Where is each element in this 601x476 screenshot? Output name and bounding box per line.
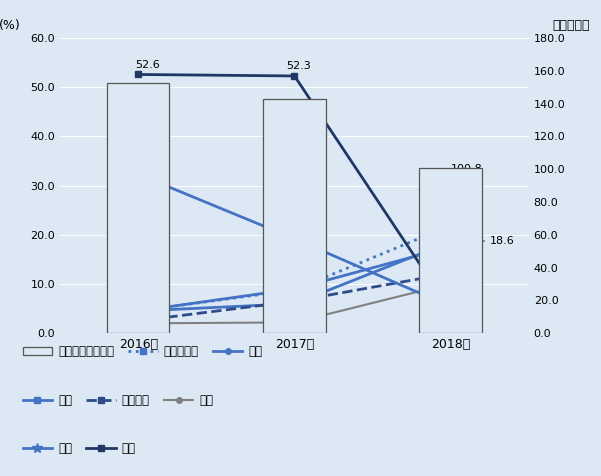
Text: (%): (%)	[0, 19, 21, 32]
Text: 19.2: 19.2	[302, 226, 327, 236]
Text: 32.3: 32.3	[146, 162, 171, 172]
Text: 18.6: 18.6	[454, 236, 514, 246]
Text: 4.6: 4.6	[456, 315, 473, 325]
Text: 100.8: 100.8	[451, 164, 483, 174]
Bar	[263, 99, 326, 333]
Text: 152.7: 152.7	[138, 85, 170, 95]
Bar	[419, 168, 482, 333]
Text: 52.6: 52.6	[135, 60, 160, 69]
Text: 10.1: 10.1	[456, 278, 480, 288]
Text: 17.6: 17.6	[456, 235, 480, 245]
Text: 52.3: 52.3	[287, 61, 311, 71]
Legend: 香港, 中国: 香港, 中国	[18, 437, 141, 460]
Text: 5.4: 5.4	[456, 302, 473, 312]
Text: （万トン）: （万トン）	[552, 19, 590, 32]
Text: 12.2: 12.2	[456, 268, 480, 278]
Bar	[107, 83, 169, 333]
Text: 143.1: 143.1	[294, 99, 326, 109]
Text: 21.9: 21.9	[456, 214, 480, 224]
